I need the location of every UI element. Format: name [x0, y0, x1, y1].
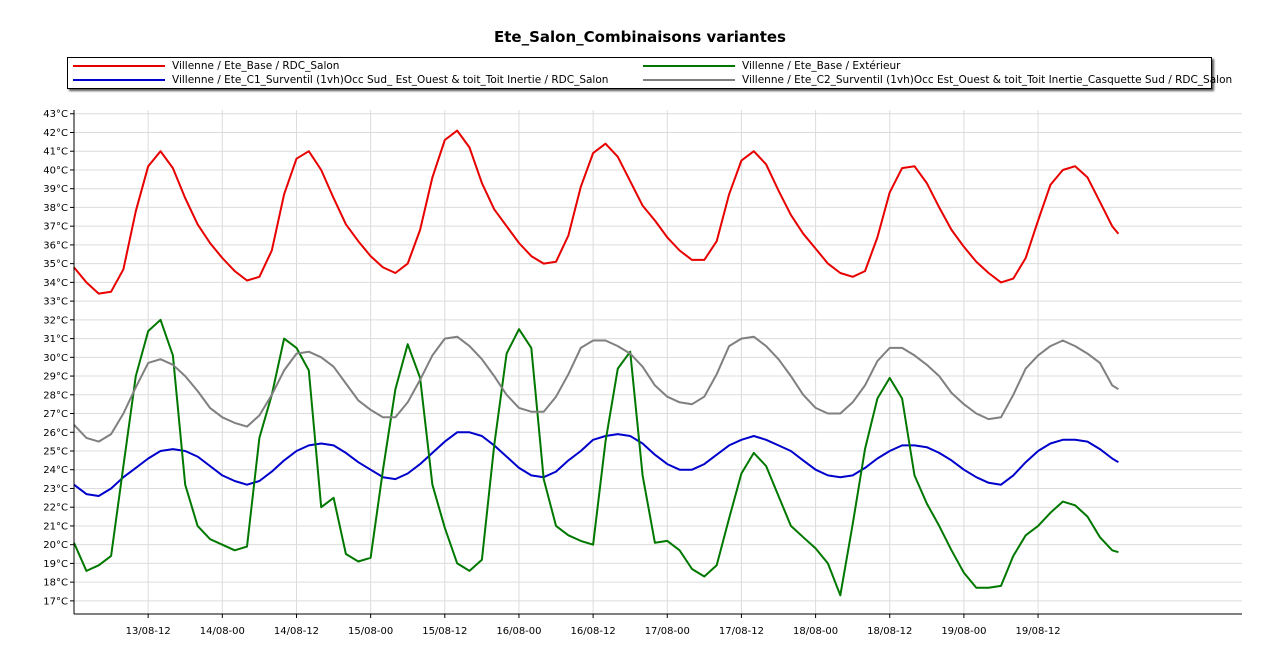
- legend-label-base-salon: Villenne / Ete_Base / RDC_Salon: [172, 60, 340, 72]
- x-tick-label: 18/08-12: [867, 626, 912, 637]
- y-tick-label: 33°C: [43, 297, 68, 308]
- y-tick-label: 36°C: [43, 240, 68, 251]
- y-tick-label: 43°C: [43, 109, 68, 120]
- legend-swatch-base-salon: [73, 65, 165, 67]
- y-tick-label: 25°C: [43, 446, 68, 457]
- y-tick-label: 31°C: [43, 334, 68, 345]
- legend-label-c1-salon: Villenne / Ete_C1_Surventil (1vh)Occ Sud…: [172, 74, 609, 86]
- y-tick-label: 28°C: [43, 390, 68, 401]
- legend-label-c2-salon: Villenne / Ete_C2_Surventil (1vh)Occ Est…: [742, 74, 1233, 86]
- y-tick-label: 17°C: [43, 596, 68, 607]
- x-tick-label: 15/08-12: [422, 626, 467, 637]
- y-tick-label: 18°C: [43, 578, 68, 589]
- series-line-3: [73, 335, 1119, 443]
- x-tick-label: 17/08-12: [719, 626, 764, 637]
- y-tick-label: 27°C: [43, 409, 68, 420]
- y-tick-label: 19°C: [43, 559, 68, 570]
- y-tick-label: 34°C: [43, 278, 68, 289]
- series-line-2: [73, 318, 1119, 597]
- y-tick-label: 20°C: [43, 540, 68, 551]
- x-tick-label: 14/08-12: [274, 626, 319, 637]
- legend-label-base-exterieur: Villenne / Ete_Base / Extérieur: [742, 60, 901, 72]
- y-tick-label: 37°C: [43, 222, 68, 233]
- grid-layer: [74, 110, 1242, 614]
- legend-swatch-base-exterieur: [643, 65, 735, 67]
- y-tick-label: 35°C: [43, 259, 68, 270]
- series-line-0: [73, 129, 1120, 295]
- y-tick-label: 32°C: [43, 315, 68, 326]
- x-tick-label: 13/08-12: [126, 626, 171, 637]
- x-tick-label: 14/08-00: [200, 626, 245, 637]
- legend-swatch-c1-salon: [73, 79, 165, 81]
- x-tick-label: 19/08-12: [1015, 626, 1060, 637]
- legend: Villenne / Ete_Base / RDC_Salon Villenne…: [67, 57, 1232, 89]
- y-tick-label: 26°C: [43, 428, 68, 439]
- y-tick-label: 24°C: [43, 465, 68, 476]
- series-layer: [73, 129, 1120, 597]
- y-tick-label: 38°C: [43, 203, 68, 214]
- legend-swatch-c2-salon: [643, 79, 735, 81]
- y-tick-label: 41°C: [43, 147, 68, 158]
- y-tick-label: 30°C: [43, 353, 68, 364]
- x-tick-label: 19/08-00: [941, 626, 986, 637]
- x-tick-label: 16/08-00: [496, 626, 541, 637]
- y-tick-label: 42°C: [43, 128, 68, 139]
- series-line-1: [73, 431, 1119, 497]
- y-tick-label: 22°C: [43, 503, 68, 514]
- x-tick-label: 15/08-00: [348, 626, 393, 637]
- axis-layer: 17°C 18°C 19°C 20°C 21°C 22°C 23°C 24°C 25°C 26°C…: [43, 109, 1242, 637]
- x-tick-label: 17/08-00: [645, 626, 690, 637]
- chart-title: Ete_Salon_Combinaisons variantes: [494, 28, 786, 46]
- x-tick-label: 16/08-12: [571, 626, 616, 637]
- y-tick-label: 40°C: [43, 165, 68, 176]
- y-tick-label: 39°C: [43, 184, 68, 195]
- y-tick-label: 21°C: [43, 521, 68, 532]
- x-tick-label: 18/08-00: [793, 626, 838, 637]
- y-tick-label: 29°C: [43, 372, 68, 383]
- y-tick-label: 23°C: [43, 484, 68, 495]
